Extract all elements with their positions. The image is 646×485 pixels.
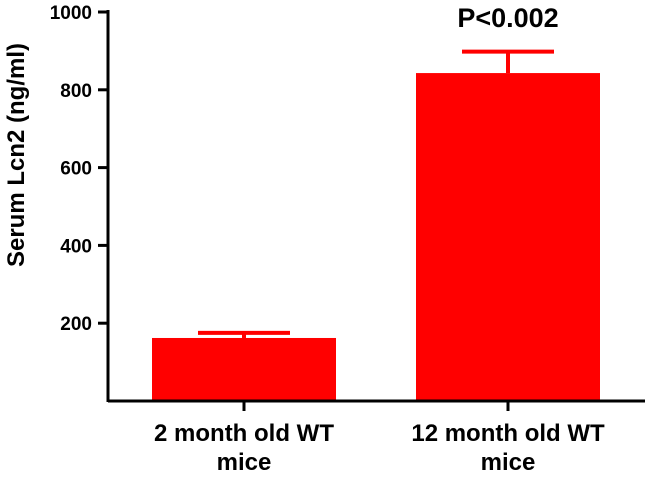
bar xyxy=(416,73,600,401)
bars xyxy=(152,73,600,401)
y-tick-label: 600 xyxy=(60,159,92,180)
significance-annotation: P<0.002 xyxy=(457,3,558,33)
bar xyxy=(152,337,336,401)
y-tick-label: 1000 xyxy=(50,3,92,24)
y-axis-label: Serum Lcn2 (ng/ml) xyxy=(3,43,30,267)
annotations: P<0.002 xyxy=(457,3,558,33)
x-tick-label: 2 month old WT xyxy=(154,420,334,447)
y-axis: 200 400 600 800 1000 xyxy=(50,3,110,402)
x-tick-label: 12 month old WT xyxy=(411,420,605,447)
y-tick-label: 200 xyxy=(60,314,92,335)
y-tick-label: 800 xyxy=(60,81,92,102)
error-bars xyxy=(198,49,554,338)
x-tick-label: mice xyxy=(217,449,272,476)
x-tick-label: mice xyxy=(481,449,536,476)
y-tick-label: 400 xyxy=(60,236,92,257)
